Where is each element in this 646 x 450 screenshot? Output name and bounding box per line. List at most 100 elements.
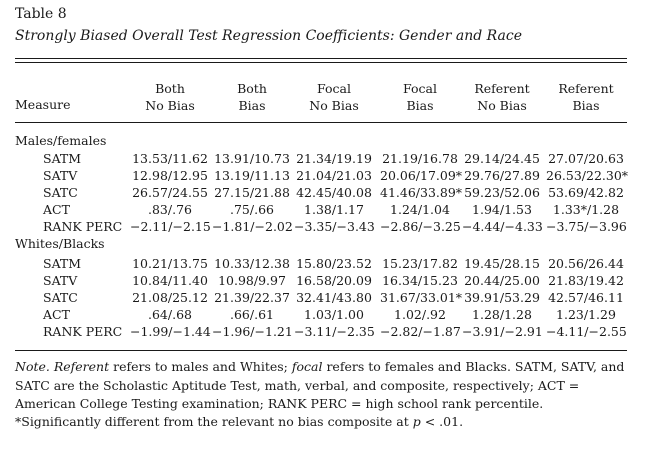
table-cell: 20.44/25.00 [464, 273, 540, 288]
table-note: Note. Referent refers to males and White… [15, 358, 630, 414]
table-cell: .64/.68 [148, 307, 192, 322]
footnote-p-symbol: p [412, 414, 421, 429]
note-referent-word: Referent [53, 359, 110, 374]
table-cell: .66/.61 [230, 307, 274, 322]
header-rule [15, 122, 627, 123]
table-cell: 31.67/33.01* [380, 290, 463, 305]
header-col-both-bias: Both Bias [212, 80, 292, 114]
table-cell: 21.19/16.78 [382, 151, 458, 166]
footnote-threshold: < .01. [420, 414, 464, 429]
table-cell: 1.23/1.29 [556, 307, 616, 322]
section-label: Whites/Blacks [15, 236, 105, 251]
measure-label: SATC [43, 185, 78, 200]
table-cell: 42.57/46.11 [548, 290, 624, 305]
table-cell: 21.39/22.37 [214, 290, 290, 305]
measure-label: RANK PERC [43, 324, 123, 339]
table-cell: 20.06/17.09* [380, 168, 463, 183]
table-cell: 41.46/33.89* [380, 185, 463, 200]
table-cell: 59.23/52.06 [464, 185, 540, 200]
table-cell: .75/.66 [230, 202, 274, 217]
table-cell: −1.99/−1.44 [130, 324, 211, 339]
header-col-referent-bias: Referent Bias [546, 80, 626, 114]
table-cell: 1.24/1.04 [390, 202, 450, 217]
table-cell: 15.80/23.52 [296, 256, 372, 271]
top-rule-outer [15, 58, 627, 60]
table-cell: 13.91/10.73 [214, 151, 290, 166]
table-row: SATV 10.84/11.40 10.98/9.97 16.58/20.09 … [0, 273, 646, 290]
header-line2: No Bias [309, 98, 359, 113]
header-line1: Focal [317, 81, 351, 96]
table-cell: −2.11/−2.15 [130, 219, 211, 234]
table-cell: 19.45/28.15 [464, 256, 540, 271]
table-cell: 1.94/1.53 [472, 202, 532, 217]
table-cell: −2.86/−3.25 [380, 219, 461, 234]
table-cell: −4.44/−4.33 [462, 219, 543, 234]
table-cell: 53.69/42.82 [548, 185, 624, 200]
header-line1: Referent [474, 81, 530, 96]
measure-label: ACT [43, 307, 70, 322]
table-cell: 27.07/20.63 [548, 151, 624, 166]
header-col-focal-no-bias: Focal No Bias [294, 80, 374, 114]
measure-label: SATV [43, 273, 78, 288]
measure-label: RANK PERC [43, 219, 123, 234]
header-line1: Both [155, 81, 185, 96]
measure-label: SATM [43, 151, 82, 166]
table-cell: 13.19/11.13 [214, 168, 290, 183]
header-line2: Bias [572, 98, 600, 113]
table-cell: 21.83/19.42 [548, 273, 624, 288]
top-rule-inner [15, 62, 627, 64]
table-cell: 32.41/43.80 [296, 290, 372, 305]
table-cell: −1.81/−2.02 [212, 219, 293, 234]
table-cell: .83/.76 [148, 202, 192, 217]
table-cell: 16.58/20.09 [296, 273, 372, 288]
table-row: SATC 21.08/25.12 21.39/22.37 32.41/43.80… [0, 290, 646, 307]
bottom-rule [15, 350, 627, 351]
note-text-2: refers to females and Blacks. SATM, SATV… [15, 359, 625, 411]
header-line1: Referent [558, 81, 614, 96]
table-cell: 21.04/21.03 [296, 168, 372, 183]
header-col-focal-bias: Focal Bias [380, 80, 460, 114]
table-cell: 1.33*/1.28 [552, 202, 620, 217]
table-cell: 1.03/1.00 [304, 307, 364, 322]
table-cell: 29.76/27.89 [464, 168, 540, 183]
table-cell: 15.23/17.82 [382, 256, 458, 271]
table-row: SATC 26.57/24.55 27.15/21.88 42.45/40.08… [0, 185, 646, 202]
measure-label: ACT [43, 202, 70, 217]
table-cell: −4.11/−2.55 [546, 324, 627, 339]
table-cell: 20.56/26.44 [548, 256, 624, 271]
table-cell: 42.45/40.08 [296, 185, 372, 200]
header-line1: Both [237, 81, 267, 96]
measure-label: SATM [43, 256, 82, 271]
table-cell: 10.98/9.97 [218, 273, 286, 288]
table-row: RANK PERC −2.11/−2.15 −1.81/−2.02 −3.35/… [0, 219, 646, 236]
measure-label: SATV [43, 168, 78, 183]
header-col-both-no-bias: Both No Bias [130, 80, 210, 114]
table-cell: 21.34/19.19 [296, 151, 372, 166]
header-line2: No Bias [145, 98, 195, 113]
table-cell: 10.33/12.38 [214, 256, 290, 271]
table-row: SATV 12.98/12.95 13.19/11.13 21.04/21.03… [0, 168, 646, 185]
table-cell: 13.53/11.62 [132, 151, 208, 166]
table-cell: 1.38/1.17 [304, 202, 364, 217]
header-measure: Measure [15, 97, 71, 112]
table-cell: 21.08/25.12 [132, 290, 208, 305]
table-cell: 26.53/22.30* [546, 168, 629, 183]
table-cell: −2.82/−1.87 [380, 324, 461, 339]
table-cell: 39.91/53.29 [464, 290, 540, 305]
table-cell: −3.11/−2.35 [294, 324, 375, 339]
table-row: SATM 10.21/13.75 10.33/12.38 15.80/23.52… [0, 256, 646, 273]
table-cell: 16.34/15.23 [382, 273, 458, 288]
table-row: SATM 13.53/11.62 13.91/10.73 21.34/19.19… [0, 151, 646, 168]
note-text-1: refers to males and Whites; [109, 359, 292, 374]
footnote-text: *Significantly different from the releva… [15, 414, 413, 429]
table-cell: −3.35/−3.43 [294, 219, 375, 234]
table-cell: −3.91/−2.91 [462, 324, 543, 339]
table-cell: 26.57/24.55 [132, 185, 208, 200]
table-row: ACT .64/.68 .66/.61 1.03/1.00 1.02/.92 1… [0, 307, 646, 324]
table-row: ACT .83/.76 .75/.66 1.38/1.17 1.24/1.04 … [0, 202, 646, 219]
table-cell: 29.14/24.45 [464, 151, 540, 166]
table-footnote: *Significantly different from the releva… [15, 414, 463, 429]
table-cell: −3.75/−3.96 [546, 219, 627, 234]
header-line2: Bias [238, 98, 266, 113]
